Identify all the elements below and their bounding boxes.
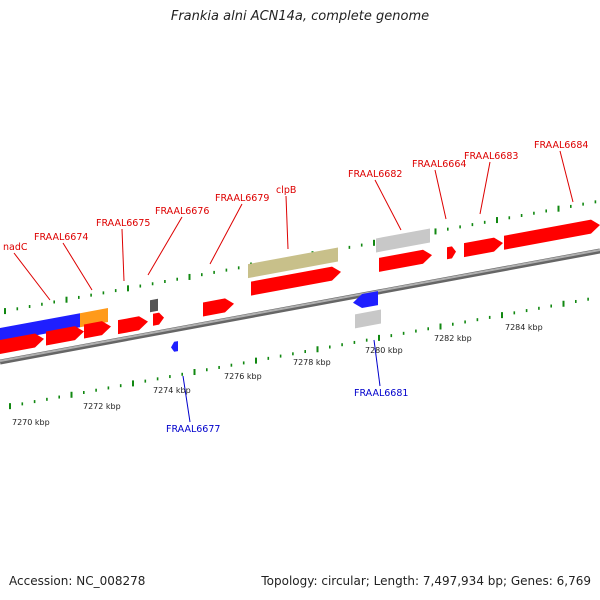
gene-fraal6681[interactable] — [353, 291, 378, 309]
tick-label: 7274 kbp — [153, 386, 191, 395]
gene-label-fraal6679[interactable]: FRAAL6679 — [215, 193, 269, 204]
gene-fraal6675[interactable] — [118, 316, 148, 335]
leader-line — [479, 161, 491, 215]
gene-red-2[interactable] — [46, 326, 84, 346]
gene-fraal6682[interactable] — [376, 228, 430, 253]
leader-line — [285, 195, 289, 250]
leader-line — [374, 179, 402, 231]
gene-red-6682[interactable] — [379, 249, 432, 272]
tick-label: 7280 kbp — [365, 346, 403, 355]
gene-label-fraal6674[interactable]: FRAAL6674 — [34, 232, 88, 243]
gene-label-fraal6675[interactable]: FRAAL6675 — [96, 218, 150, 229]
gene-label-fraal6676[interactable]: FRAAL6676 — [155, 206, 209, 217]
gene-nadc[interactable] — [0, 313, 80, 342]
tick-label-layer: 7270 kbp 7272 kbp 7274 kbp 7276 kbp 7278 kbp… — [12, 323, 543, 427]
gene-fraal6679[interactable] — [203, 298, 234, 317]
leader-line — [373, 339, 381, 387]
topology-text: Topology: circular; Length: 7,497,934 bp… — [261, 574, 591, 588]
gene-fraal6684[interactable] — [504, 219, 600, 250]
tick-label: 7278 kbp — [293, 358, 331, 367]
tick-label: 7276 kbp — [224, 372, 262, 381]
gene-label-fraal6664[interactable]: FRAAL6664 — [412, 159, 466, 170]
label-layer: nadC FRAAL6674 FRAAL6675 FRAAL6676 FRAAL6679… — [3, 140, 588, 435]
gene-fraal6677[interactable] — [171, 341, 178, 352]
leader-line — [182, 375, 191, 423]
leader-line — [209, 203, 243, 265]
gene-red-1[interactable] — [0, 333, 44, 354]
leader-line — [62, 242, 93, 291]
gene-fraal6676[interactable] — [150, 298, 158, 313]
inner-tick-track — [9, 297, 589, 410]
gene-label-fraal6677[interactable]: FRAAL6677 — [166, 424, 220, 435]
gene-label-fraal6682[interactable]: FRAAL6682 — [348, 169, 402, 180]
feature-layer — [0, 219, 600, 354]
gene-label-clpb[interactable]: clpB — [276, 185, 296, 196]
leader-line — [434, 169, 447, 220]
genome-backbone-highlight — [0, 249, 600, 362]
gene-fraal6664[interactable] — [447, 246, 456, 260]
gene-fraal6683[interactable] — [464, 237, 503, 258]
tick-label: 7272 kbp — [83, 402, 121, 411]
gene-label-fraal6684[interactable]: FRAAL6684 — [534, 140, 588, 151]
map-title: Frankia alni ACN14a, complete genome — [170, 9, 430, 24]
gene-red-small[interactable] — [153, 312, 164, 326]
tick-label: 7270 kbp — [12, 418, 50, 427]
leader-line — [559, 150, 574, 203]
gene-gray-reverse[interactable] — [355, 309, 381, 329]
gene-label-fraal6683[interactable]: FRAAL6683 — [464, 151, 518, 162]
leader-line — [13, 252, 51, 301]
tick-label: 7282 kbp — [434, 334, 472, 343]
gene-label-fraal6681[interactable]: FRAAL6681 — [354, 388, 408, 399]
leader-line — [121, 228, 125, 282]
gene-red-3[interactable] — [84, 321, 111, 339]
gene-clpb[interactable] — [248, 247, 338, 279]
tick-label: 7284 kbp — [505, 323, 543, 332]
accession-text: Accession: NC_008278 — [9, 574, 146, 588]
gene-label-nadc[interactable]: nadC — [3, 242, 28, 253]
leader-line — [147, 216, 183, 276]
gene-red-clpb[interactable] — [251, 266, 341, 296]
